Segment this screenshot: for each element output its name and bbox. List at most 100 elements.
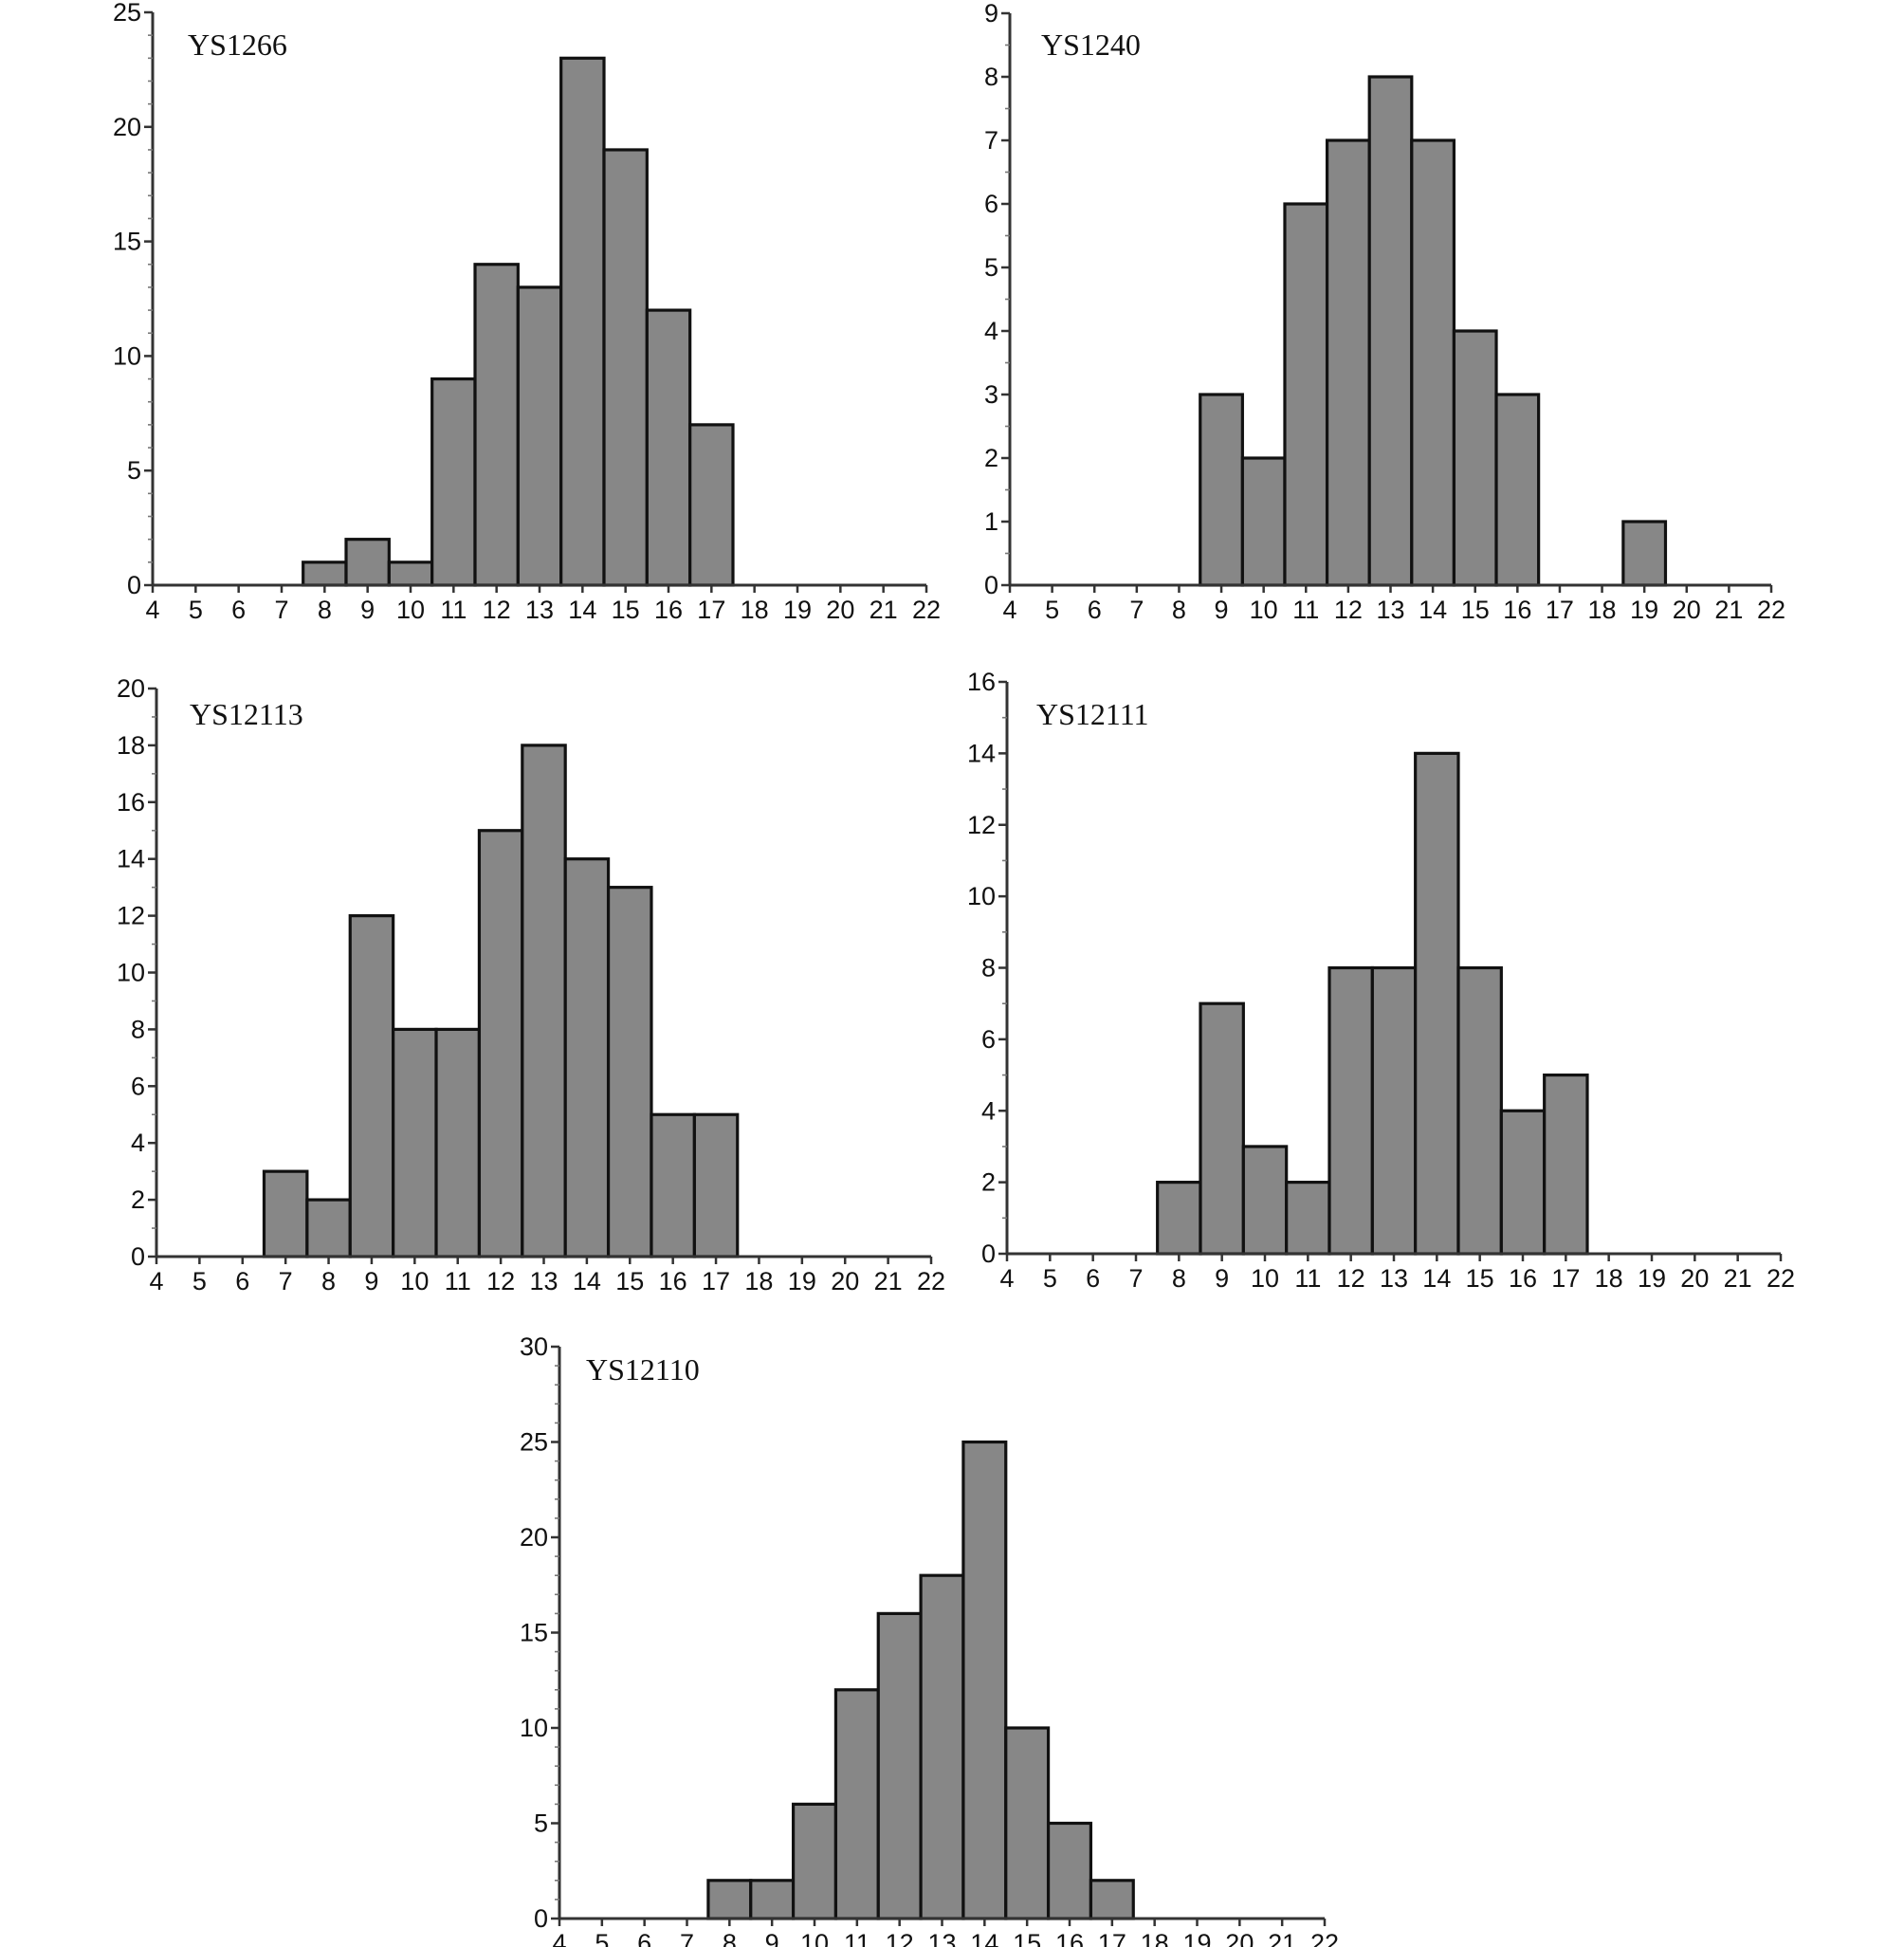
- panel-ys12110: 0 5 10 15 20 25 30 4 5 6 7 8 9 10 11 12 13 14 15 16 17 18 19 20…: [520, 1332, 1339, 1947]
- x-tick-label: 11: [844, 1929, 870, 1947]
- y-tick-label: 14: [967, 739, 996, 767]
- histogram-bar: [833, 1688, 880, 1920]
- histogram-bar: [1156, 1181, 1202, 1256]
- x-tick-label: 15: [1466, 1264, 1494, 1293]
- x-tick-label: 5: [192, 1267, 207, 1295]
- x-tick-label: 17: [1098, 1929, 1126, 1947]
- histogram-bar: [344, 538, 391, 587]
- y-tick-label: 8: [131, 1015, 145, 1043]
- histogram-bar: [919, 1573, 965, 1920]
- y-tick-label: 5: [984, 253, 998, 282]
- histogram-bar: [1089, 1879, 1135, 1920]
- x-tick-label: 11: [440, 596, 467, 624]
- x-tick-label: 15: [615, 1267, 644, 1295]
- histogram-bar: [602, 148, 649, 587]
- x-tick-label: 13: [1380, 1264, 1408, 1293]
- x-tick-label: 7: [1129, 596, 1144, 624]
- x-tick-label: 18: [1595, 1264, 1623, 1293]
- x-tick-label: 16: [659, 1267, 687, 1295]
- x-tick-label: 22: [1310, 1929, 1339, 1947]
- x-tick-label: 5: [189, 596, 203, 624]
- x-tick-label: 9: [364, 1267, 378, 1295]
- y-tick-label: 2: [981, 1168, 996, 1197]
- x-tick-label: 19: [783, 596, 812, 624]
- histogram-bar: [876, 1611, 923, 1920]
- histogram-bar: [559, 56, 606, 587]
- x-tick-label: 9: [1215, 1264, 1229, 1293]
- y-tick-label: 20: [117, 674, 145, 703]
- y-tick-label: 1: [984, 507, 998, 536]
- x-tick-label: 17: [697, 596, 725, 624]
- x-tick-label: 22: [1767, 1264, 1795, 1293]
- x-tick-label: 6: [637, 1929, 651, 1947]
- y-tick-label: 10: [113, 341, 141, 370]
- histogram-bar: [434, 1027, 482, 1258]
- y-tick-label: 10: [520, 1714, 548, 1742]
- histogram-bar: [305, 1198, 352, 1258]
- panel-title: YS1240: [1041, 28, 1141, 62]
- histogram-bar: [392, 1027, 438, 1258]
- x-tick-label: 6: [231, 596, 246, 624]
- x-tick-label: 15: [1461, 596, 1490, 624]
- y-tick-label: 2: [131, 1185, 145, 1214]
- panel-title: YS1266: [188, 28, 287, 62]
- histogram-bar: [645, 308, 692, 587]
- histogram-bar: [1199, 393, 1244, 587]
- x-tick-label: 8: [1172, 1264, 1186, 1293]
- y-tick-label: 4: [981, 1096, 996, 1125]
- histogram-bar: [1241, 1145, 1289, 1256]
- x-tick-label: 18: [1141, 1929, 1169, 1947]
- x-tick-label: 18: [1588, 596, 1617, 624]
- x-tick-label: 13: [927, 1929, 956, 1947]
- x-tick-label: 13: [1376, 596, 1404, 624]
- x-tick-label: 19: [1182, 1929, 1211, 1947]
- x-tick-label: 22: [917, 1267, 945, 1295]
- histogram-bar: [1285, 1181, 1331, 1256]
- x-tick-label: 12: [486, 1267, 515, 1295]
- y-tick-label: 3: [984, 380, 998, 409]
- histogram-bar: [688, 423, 735, 587]
- x-tick-label: 17: [1546, 596, 1574, 624]
- y-tick-label: 5: [534, 1809, 548, 1838]
- x-tick-label: 10: [396, 596, 425, 624]
- x-tick-label: 14: [573, 1267, 601, 1295]
- x-tick-label: 13: [529, 1267, 558, 1295]
- panel-title: YS12110: [586, 1352, 700, 1387]
- x-tick-label: 20: [1225, 1929, 1254, 1947]
- y-tick-label: 2: [984, 444, 998, 472]
- x-tick-label: 20: [1680, 1264, 1709, 1293]
- histogram-bar: [477, 829, 524, 1258]
- histogram-bar: [1452, 329, 1498, 587]
- y-tick-label: 12: [967, 811, 996, 839]
- y-tick-label: 4: [984, 317, 998, 345]
- x-tick-label: 18: [741, 596, 769, 624]
- x-tick-label: 12: [1337, 1264, 1365, 1293]
- y-tick-label: 0: [534, 1904, 548, 1933]
- x-tick-label: 15: [1013, 1929, 1041, 1947]
- x-tick-label: 12: [1334, 596, 1363, 624]
- y-tick-label: 12: [117, 902, 145, 930]
- x-tick-label: 5: [1045, 596, 1059, 624]
- y-tick-label: 16: [967, 668, 996, 696]
- histogram-bar: [1283, 202, 1329, 587]
- x-tick-label: 11: [1294, 1264, 1321, 1293]
- y-tick-label: 4: [131, 1129, 145, 1157]
- histogram-bar: [606, 886, 653, 1258]
- panel-title: YS12111: [1036, 697, 1149, 731]
- x-tick-label: 9: [360, 596, 375, 624]
- histogram-bar: [650, 1112, 696, 1258]
- histogram-bar: [262, 1169, 309, 1258]
- histogram-bar: [1499, 1109, 1547, 1256]
- y-tick-label: 14: [117, 845, 145, 873]
- histogram-bar: [791, 1802, 838, 1920]
- y-tick-label: 0: [127, 571, 141, 599]
- x-tick-label: 16: [654, 596, 683, 624]
- histogram-bar: [1240, 456, 1287, 587]
- x-tick-label: 21: [1268, 1929, 1296, 1947]
- histogram-bar: [387, 560, 434, 587]
- x-tick-label: 4: [999, 1264, 1014, 1293]
- x-tick-label: 10: [400, 1267, 429, 1295]
- x-tick-label: 21: [874, 1267, 903, 1295]
